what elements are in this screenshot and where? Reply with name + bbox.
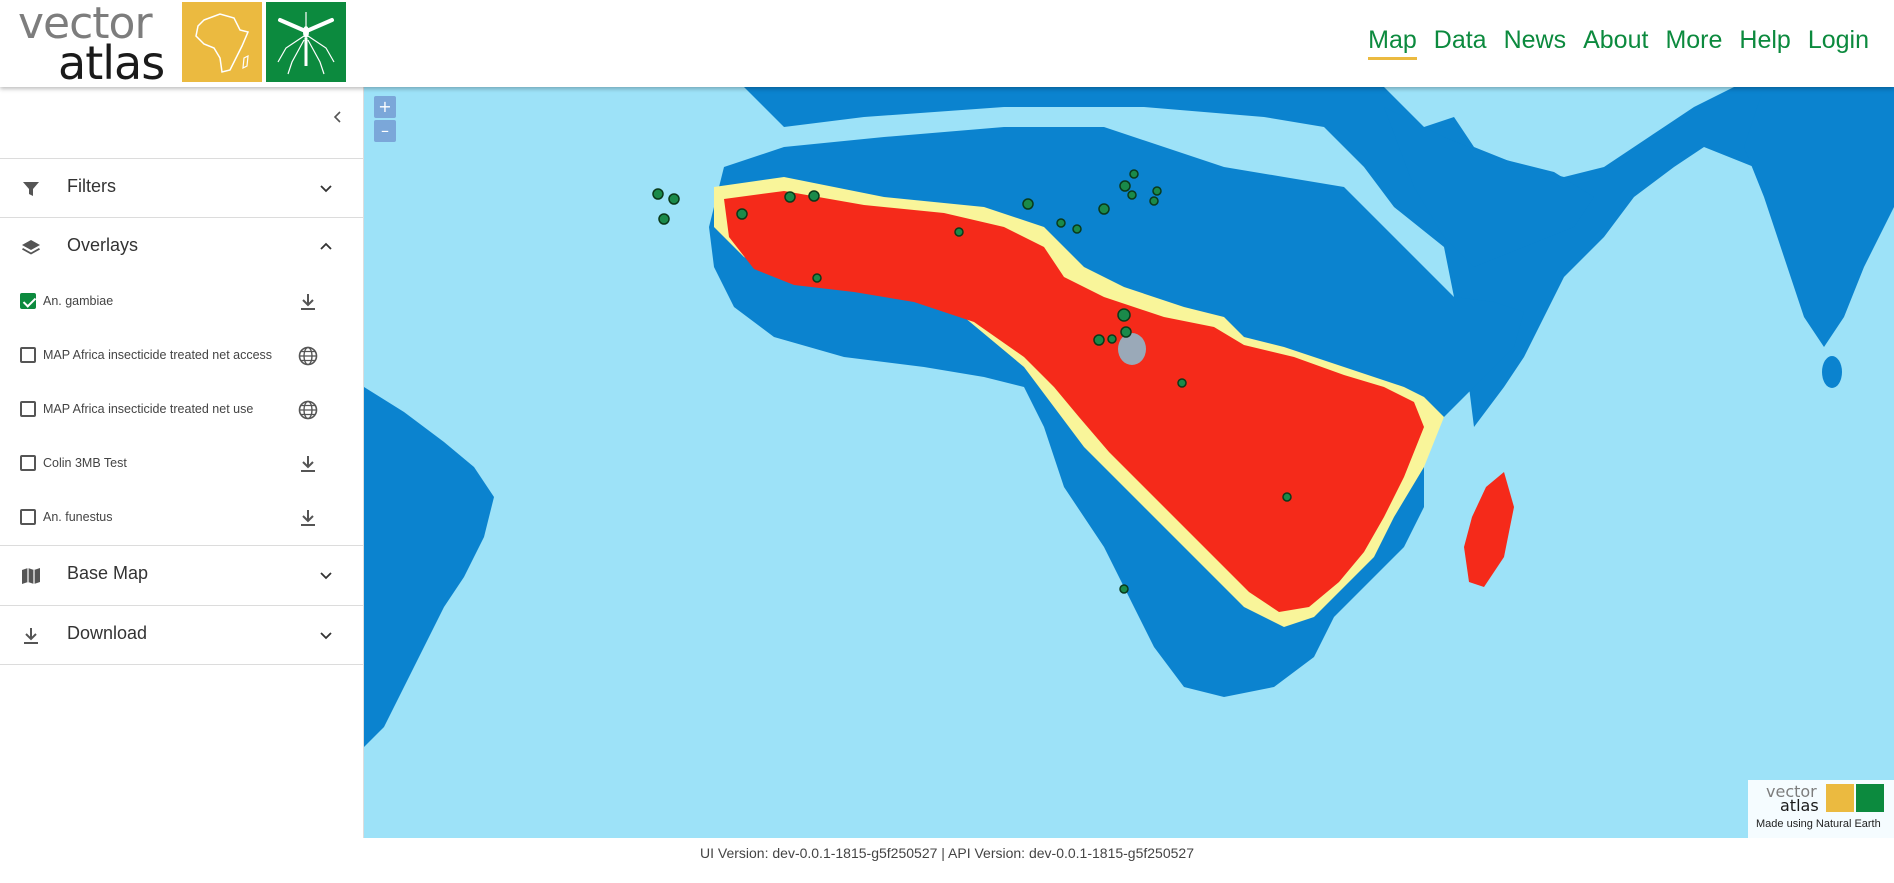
version-text: UI Version: dev-0.0.1-1815-g5f250527 | A… bbox=[700, 845, 1194, 861]
base-map-section-header[interactable]: Base Map bbox=[0, 545, 363, 604]
india-land bbox=[1744, 87, 1894, 347]
overlay-label: MAP Africa insecticide treated net acces… bbox=[43, 348, 273, 362]
sample-site-marker bbox=[1107, 334, 1117, 344]
logo-word-atlas: atlas bbox=[58, 36, 165, 90]
sample-site-marker bbox=[658, 213, 670, 225]
overlay-checkbox[interactable] bbox=[20, 455, 36, 471]
madagascar-heat bbox=[1468, 482, 1510, 579]
overlay-checkbox[interactable] bbox=[20, 293, 36, 309]
sample-site-marker bbox=[1120, 326, 1132, 338]
map-graphic bbox=[364, 87, 1894, 747]
layers-icon bbox=[22, 240, 40, 255]
sample-site-marker bbox=[954, 227, 964, 237]
overlay-item-colin-test: Colin 3MB Test bbox=[0, 437, 363, 491]
overlay-label: Colin 3MB Test bbox=[43, 456, 127, 470]
overlay-checkbox[interactable] bbox=[20, 401, 36, 417]
vector-heat-red bbox=[724, 191, 1424, 612]
chevron-left-icon bbox=[333, 111, 341, 123]
overlay-item-itn-use: MAP Africa insecticide treated net use bbox=[0, 383, 363, 437]
zoom-controls: + – bbox=[374, 96, 396, 142]
chevron-down-icon bbox=[320, 632, 332, 640]
overlay-item-an-funestus: An. funestus bbox=[0, 491, 363, 545]
sample-site-marker bbox=[1056, 218, 1066, 228]
map-canvas[interactable]: + – vector atlas Made using Natural Eart… bbox=[364, 87, 1894, 838]
sample-sites bbox=[652, 169, 1292, 594]
filters-section-header[interactable]: Filters bbox=[0, 158, 363, 217]
sample-site-marker bbox=[1098, 203, 1110, 215]
overlay-label: MAP Africa insecticide treated net use bbox=[43, 402, 254, 416]
chevron-up-icon bbox=[320, 242, 332, 250]
nav-login[interactable]: Login bbox=[1807, 26, 1869, 54]
logo-wordmark: vector atlas bbox=[18, 0, 178, 90]
collapse-sidebar-button[interactable] bbox=[330, 109, 346, 125]
sample-site-marker bbox=[1022, 198, 1034, 210]
download-label: Download bbox=[67, 623, 148, 643]
sri-lanka-land bbox=[1822, 356, 1842, 388]
sample-site-marker bbox=[1129, 169, 1139, 179]
filter-icon bbox=[23, 182, 39, 196]
logo-word-vector: vector bbox=[18, 0, 153, 49]
mosquito-logo-icon bbox=[1856, 784, 1884, 812]
main-nav: Map Data News About More Help Login bbox=[1351, 26, 1869, 60]
sample-site-marker bbox=[1149, 196, 1159, 206]
overlay-checkbox[interactable] bbox=[20, 509, 36, 525]
sample-site-marker bbox=[652, 188, 664, 200]
map-attribution: vector atlas Made using Natural Earth bbox=[1748, 780, 1894, 838]
africa-logo-icon bbox=[182, 2, 262, 82]
base-map-label: Base Map bbox=[67, 563, 149, 583]
sample-site-marker bbox=[1119, 584, 1129, 594]
mosquito-logo-icon bbox=[266, 2, 346, 82]
sidebar: Filters Overlays An. gambiae MAP Africa … bbox=[0, 87, 364, 838]
version-footer: UI Version: dev-0.0.1-1815-g5f250527 | A… bbox=[0, 838, 1894, 883]
globe-icon[interactable] bbox=[297, 345, 319, 367]
sample-site-marker bbox=[1119, 180, 1131, 192]
north-landmass bbox=[744, 87, 1894, 427]
lake-victoria bbox=[1118, 333, 1146, 365]
nav-more[interactable]: More bbox=[1665, 26, 1723, 54]
attribution-logo-word-vector: vector bbox=[1766, 782, 1817, 801]
chevron-down-icon bbox=[320, 572, 332, 580]
sample-site-marker bbox=[1177, 378, 1187, 388]
download-icon bbox=[24, 628, 38, 644]
zoom-in-button[interactable]: + bbox=[374, 96, 396, 118]
nav-news[interactable]: News bbox=[1503, 26, 1567, 54]
nav-about[interactable]: About bbox=[1583, 26, 1649, 54]
download-icon[interactable] bbox=[297, 453, 319, 475]
nav-help[interactable]: Help bbox=[1739, 26, 1791, 54]
attribution-text: Made using Natural Earth bbox=[1756, 818, 1881, 830]
overlays-label: Overlays bbox=[67, 235, 139, 255]
map-icon bbox=[22, 568, 40, 584]
globe-icon[interactable] bbox=[297, 399, 319, 421]
overlay-label: An. funestus bbox=[43, 510, 113, 524]
sample-site-marker bbox=[668, 193, 680, 205]
sample-site-marker bbox=[1117, 308, 1131, 322]
overlays-section-header[interactable]: Overlays bbox=[0, 217, 363, 276]
sample-site-marker bbox=[1093, 334, 1105, 346]
sample-site-marker bbox=[1127, 190, 1137, 200]
attribution-logo-word-atlas: atlas bbox=[1780, 796, 1819, 815]
download-icon[interactable] bbox=[297, 507, 319, 529]
sample-site-marker bbox=[1072, 224, 1082, 234]
arabia-land bbox=[1384, 107, 1594, 267]
sample-site-marker bbox=[1282, 492, 1292, 502]
overlay-item-itn-access: MAP Africa insecticide treated net acces… bbox=[0, 329, 363, 383]
app-header: vector atlas Map Data News About More He… bbox=[0, 0, 1894, 90]
overlay-item-an-gambiae: An. gambiae bbox=[0, 275, 363, 329]
zoom-out-button[interactable]: – bbox=[374, 120, 396, 142]
sample-site-marker bbox=[736, 208, 748, 220]
nav-map[interactable]: Map bbox=[1368, 26, 1417, 60]
download-section-header[interactable]: Download bbox=[0, 605, 363, 665]
overlay-label: An. gambiae bbox=[43, 294, 114, 308]
chevron-down-icon bbox=[320, 185, 332, 193]
south-america-land bbox=[364, 387, 494, 747]
africa-logo-icon bbox=[1826, 784, 1854, 812]
overlay-checkbox[interactable] bbox=[20, 347, 36, 363]
nav-data[interactable]: Data bbox=[1433, 26, 1487, 54]
sample-site-marker bbox=[784, 191, 796, 203]
sample-site-marker bbox=[1152, 186, 1162, 196]
sample-site-marker bbox=[808, 190, 820, 202]
download-icon[interactable] bbox=[297, 291, 319, 313]
filters-label: Filters bbox=[67, 176, 116, 196]
sample-site-marker bbox=[812, 273, 822, 283]
